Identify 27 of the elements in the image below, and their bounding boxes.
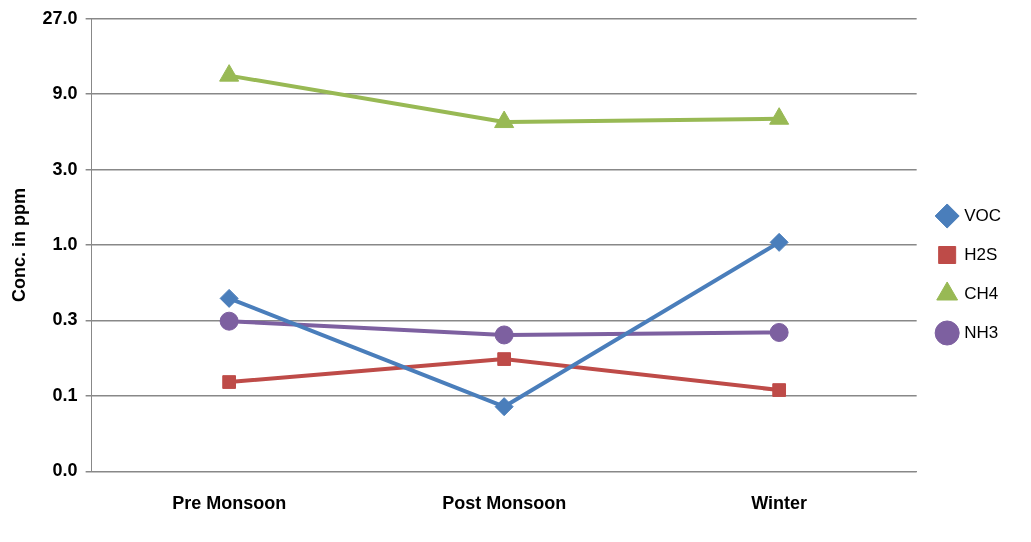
x-tick-label: Winter	[751, 493, 808, 514]
point	[219, 288, 239, 308]
y-tick-label: 1.0	[52, 234, 78, 255]
x-tick-label: Pre Monsoon	[172, 493, 287, 514]
y-tick-label: 3.0	[52, 158, 78, 179]
point	[769, 322, 789, 342]
point	[494, 110, 515, 129]
y-tick-label: 9.0	[52, 83, 78, 104]
point	[494, 397, 514, 417]
y-axis-title: Conc. in ppm	[8, 188, 29, 303]
point	[769, 107, 790, 125]
point	[222, 375, 236, 389]
point	[219, 311, 239, 331]
legend-label: CH4	[964, 283, 999, 303]
y-tick-label: 27.0	[42, 7, 78, 28]
y-tick-label: 0.0	[52, 460, 78, 481]
point	[497, 352, 512, 366]
point	[219, 64, 240, 82]
point	[769, 232, 789, 252]
legend-label: VOC	[964, 205, 1001, 225]
point	[772, 383, 787, 397]
legend-label: NH3	[964, 322, 999, 342]
point	[494, 325, 514, 345]
y-tick-label: 0.1	[52, 384, 78, 405]
x-tick-label: Post Monsoon	[442, 493, 567, 514]
legend-label: H2S	[964, 244, 998, 264]
y-tick-label: 0.3	[52, 309, 78, 330]
